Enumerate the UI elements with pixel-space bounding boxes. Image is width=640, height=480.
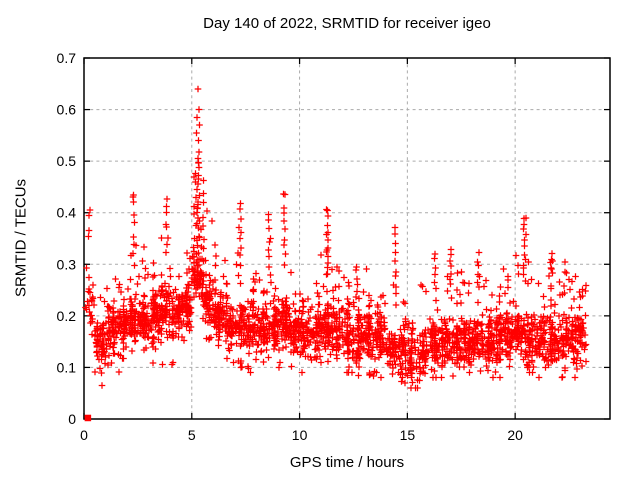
y-tick-label: 0.3: [57, 256, 77, 272]
chart-title: Day 140 of 2022, SRMTID for receiver ige…: [203, 15, 491, 32]
y-tick-label: 0.2: [57, 308, 77, 324]
x-tick-label: 10: [292, 427, 308, 443]
x-tick-label: 15: [400, 427, 416, 443]
y-tick-label: 0: [68, 411, 76, 427]
x-tick-label: 0: [80, 427, 88, 443]
plot-frame: [83, 57, 611, 420]
x-axis-label: GPS time / hours: [289, 454, 405, 471]
y-axis-label: SRMTID / TECUs: [12, 178, 30, 298]
scatter-points: [82, 85, 590, 392]
tick-labels: 0 5 10 15 20 0 0.1 0.2 0.3 0.4 0.5 0.6 0.7: [57, 50, 524, 443]
y-tick-label: 0.6: [57, 102, 77, 118]
y-tick-label: 0.7: [57, 50, 77, 66]
x-tick-label: 5: [188, 427, 196, 443]
y-tick-label: 0.4: [57, 205, 77, 221]
origin-point-marker: [84, 414, 92, 422]
y-tick-label: 0.1: [57, 359, 77, 375]
x-tick-label: 20: [507, 427, 523, 443]
y-tick-label: 0.5: [57, 153, 77, 169]
